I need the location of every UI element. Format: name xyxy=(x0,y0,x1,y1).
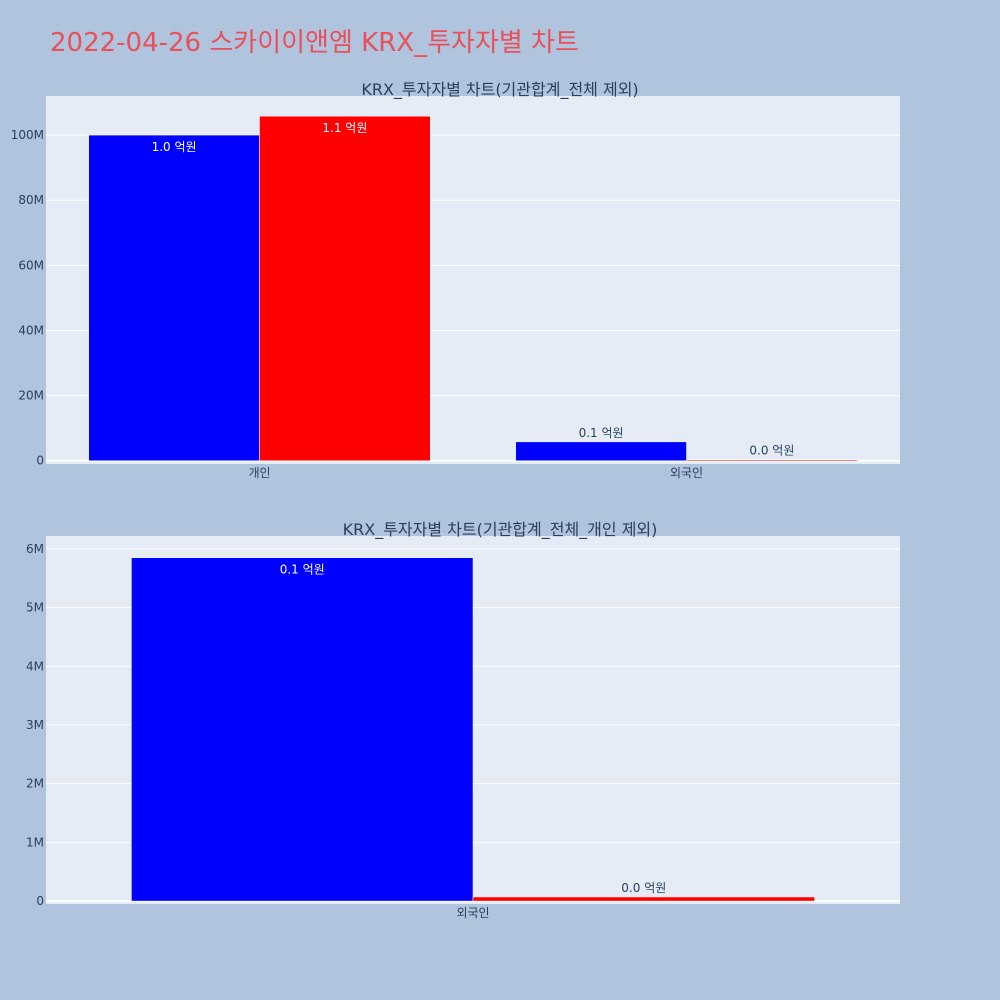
page-title: 2022-04-26 스카이이앤엠 KRX_투자자별 차트 xyxy=(50,28,579,58)
y-tick-label-2: 3M xyxy=(26,718,44,732)
x-tick-label-2: 외국인 xyxy=(456,906,489,920)
bar-label-2-2-1: 0.0 억원 xyxy=(621,881,666,895)
y-tick-label-2: 4M xyxy=(26,659,44,673)
y-tick-label-1: 80M xyxy=(18,193,44,207)
y-tick-label-2: 6M xyxy=(26,542,44,556)
chart-title-1: KRX_투자자별 차트(기관합계_전체 제외) xyxy=(361,80,638,100)
y-tick-label-1: 60M xyxy=(18,258,44,272)
y-tick-label-2: 0 xyxy=(36,894,44,908)
chart-title-2: KRX_투자자별 차트(기관합계_전체_개인 제외) xyxy=(343,520,658,540)
bar-label-1-1-1: 1.0 억원 xyxy=(152,140,197,154)
y-tick-label-2: 1M xyxy=(26,835,44,849)
bar-2-2-1 xyxy=(472,896,815,902)
bar-label-2-1-1: 0.1 억원 xyxy=(280,563,325,577)
bar-1-1-2 xyxy=(515,441,687,461)
bar-2-1-1 xyxy=(131,557,474,902)
y-tick-label-2: 2M xyxy=(26,777,44,791)
x-tick-label-1: 외국인 xyxy=(670,466,703,480)
y-tick-label-1: 0 xyxy=(36,454,44,468)
bar-label-1-1-2: 0.1 억원 xyxy=(579,426,624,440)
bar-label-1-2-2: 0.0 억원 xyxy=(749,444,794,458)
y-tick-label-1: 100M xyxy=(11,128,44,142)
bar-1-1-1 xyxy=(88,134,260,461)
y-tick-label-1: 40M xyxy=(18,323,44,337)
x-tick-label-1: 개인 xyxy=(248,466,270,480)
y-tick-label-1: 20M xyxy=(18,389,44,403)
bar-label-1-2-1: 1.1 억원 xyxy=(322,121,367,135)
bar-1-2-2 xyxy=(686,459,858,461)
y-tick-label-2: 5M xyxy=(26,601,44,615)
bar-1-2-1 xyxy=(259,115,431,461)
